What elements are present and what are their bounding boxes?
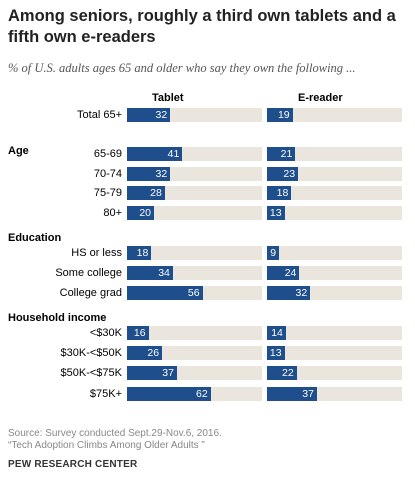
tablet-bar-track: 28	[127, 186, 262, 200]
ereader-bar-track: 14	[267, 326, 402, 340]
group-label: Age	[8, 145, 29, 157]
tablet-bar-value: 41	[167, 148, 180, 160]
ereader-bar	[267, 246, 280, 260]
tablet-bar	[127, 346, 163, 360]
tablet-bar-track: 62	[127, 387, 262, 401]
ereader-bar-track: 13	[267, 206, 402, 220]
tablet-bar-track: 37	[127, 366, 262, 380]
tablet-bar-track: 32	[127, 167, 262, 181]
ereader-bar-track: 37	[267, 387, 402, 401]
tablet-bar-value: 26	[147, 347, 160, 359]
source-line-1: Source: Survey conducted Sept.29-Nov.6, …	[8, 428, 222, 439]
group-label: Education	[8, 232, 62, 244]
row-label: 80+	[103, 207, 122, 219]
ereader-bar	[267, 186, 292, 200]
tablet-bar-track: 20	[127, 206, 262, 220]
ereader-bar	[267, 366, 297, 380]
ereader-bar-track: 13	[267, 346, 402, 360]
tablet-bar-value: 62	[196, 388, 208, 400]
tablet-bar	[127, 366, 177, 380]
tablet-bar-value: 32	[155, 109, 168, 121]
tablet-bar	[127, 387, 211, 401]
tablet-bar-track: 18	[127, 246, 262, 260]
source-note: Source: Survey conducted Sept.29-Nov.6, …	[8, 428, 222, 452]
tablet-bar-value: 28	[150, 187, 162, 199]
tablet-bar	[127, 167, 171, 181]
ereader-bar-track: 9	[267, 246, 402, 260]
tablet-bar	[127, 206, 154, 220]
source-line-2: “Tech Adoption Climbs Among Older Adults…	[8, 440, 205, 451]
ereader-bar-value: 18	[276, 187, 289, 199]
ereader-bar	[267, 326, 286, 340]
ereader-bar-value: 32	[295, 287, 308, 299]
tablet-bar-value: 37	[162, 367, 174, 379]
ereader-bar	[267, 346, 285, 360]
tablet-bar	[127, 147, 183, 161]
row-label: <$30K	[89, 327, 122, 339]
ereader-bar-value: 13	[269, 207, 282, 219]
tablet-bar-track: 26	[127, 346, 262, 360]
ereader-bar-track: 18	[267, 186, 402, 200]
row-label: $50K-<$75K	[60, 367, 122, 379]
tablet-bar	[127, 108, 171, 122]
chart-subtitle: % of U.S. adults ages 65 and older who s…	[8, 61, 356, 75]
ereader-bar-value: 9	[270, 247, 277, 259]
tablet-bar	[127, 266, 173, 280]
row-label: $30K-<$50K	[60, 347, 122, 359]
ereader-bar	[267, 266, 300, 280]
ereader-bar	[267, 387, 317, 401]
ereader-bar	[267, 147, 296, 161]
ereader-bar-value: 24	[284, 267, 297, 279]
column-header-tablet: Tablet	[152, 92, 184, 104]
ereader-bar-value: 23	[283, 168, 296, 180]
row-label: 70-74	[93, 168, 122, 180]
ereader-bar-track: 22	[267, 366, 402, 380]
row-label: Total 65+	[77, 109, 122, 121]
ereader-bar-track: 21	[267, 147, 402, 161]
tablet-bar-track: 56	[127, 286, 262, 300]
tablet-bar-track: 16	[127, 326, 262, 340]
ereader-bar-value: 19	[277, 109, 290, 121]
ereader-bar-value: 14	[271, 327, 283, 339]
tablet-bar-value: 20	[139, 207, 151, 219]
row-label: $75K+	[89, 388, 122, 400]
ereader-bar-value: 13	[269, 347, 282, 359]
ereader-bar-value: 37	[302, 388, 314, 400]
tablet-bar-track: 32	[127, 108, 262, 122]
tablet-bar-track: 41	[127, 147, 262, 161]
tablet-bar-value: 34	[158, 267, 170, 279]
tablet-bar-value: 18	[136, 247, 149, 259]
tablet-bar	[127, 246, 152, 260]
ereader-bar	[267, 108, 293, 122]
row-label: 75-79	[93, 187, 122, 199]
chart-title: Among seniors, roughly a third own table…	[8, 7, 396, 46]
ereader-bar-track: 32	[267, 286, 402, 300]
tablet-bar-value: 32	[155, 168, 168, 180]
row-label: 65-69	[93, 148, 122, 160]
row-label: HS or less	[71, 247, 122, 259]
ereader-bar	[267, 167, 299, 181]
group-label: Household income	[8, 312, 107, 324]
ereader-bar-track: 24	[267, 266, 402, 280]
row-label: Some college	[55, 267, 122, 279]
brand-footer: PEW RESEARCH CENTER	[8, 459, 138, 470]
column-header-ereader: E-reader	[298, 92, 343, 104]
ereader-bar-value: 22	[282, 367, 294, 379]
tablet-bar-value: 56	[187, 287, 200, 299]
ereader-bar	[267, 286, 311, 300]
tablet-bar	[127, 326, 149, 340]
tablet-bar	[127, 186, 165, 200]
ereader-bar	[267, 206, 285, 220]
ereader-bar-track: 19	[267, 108, 402, 122]
ereader-bar-track: 23	[267, 167, 402, 181]
ereader-bar-value: 21	[280, 148, 293, 160]
tablet-bar-track: 34	[127, 266, 262, 280]
tablet-bar-value: 16	[133, 327, 146, 339]
row-label: College grad	[59, 287, 122, 299]
tablet-bar	[127, 286, 203, 300]
